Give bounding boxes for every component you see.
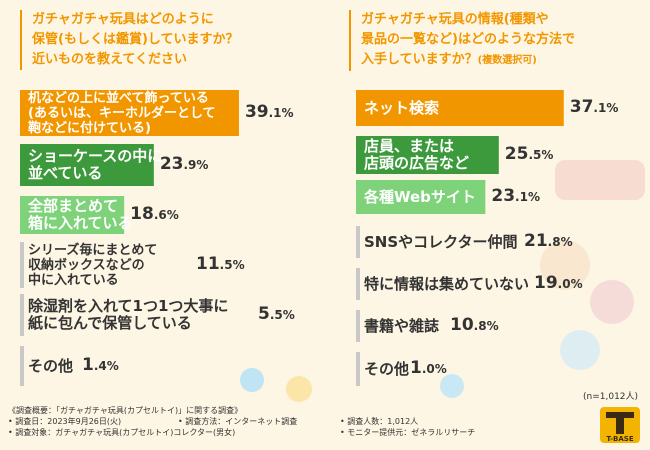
bar-label: 机などの上に並べて飾っている (あるいは、キーホルダーとして 鞄などに付けている… [28,90,216,136]
footer-method: • 調査方法：インターネット調査 [178,417,298,426]
t-base-logo: T-BASE [600,407,640,443]
bar [20,242,24,288]
bar-value-decimal: .5% [219,258,245,272]
bar-label: 全部まとめて 箱に入れている [28,197,133,232]
bar-value: 23.9% [159,154,209,174]
bar-value: 5.5% [258,304,295,324]
decor-bubble [560,330,600,370]
right-panel-title-suffix: (複数選択可) [477,55,537,66]
bar-label: ネット検索 [364,98,440,117]
bar-label: ショーケースの中に 並べている [28,147,163,182]
bar-value: 23.1% [491,186,540,206]
bar [356,226,360,258]
bar-value: 25.5% [504,144,554,164]
left-panel-title: ガチャガチャ玩具はどのように 保管(もしくは鑑賞)していますか？ 近いものを教え… [20,10,302,70]
logo-text: T-BASE [606,435,633,443]
bar-value: 1.4% [82,355,119,375]
bar-label: SNSやコレクター仲間 [364,232,518,251]
bar-label: 除湿剤を入れて1つ1つ大事に 紙に包んで保管している [28,297,229,332]
bar [20,294,24,336]
bar [356,310,360,342]
decor-bubble [440,374,464,398]
bar-value: 11.5% [196,254,245,274]
bar-value: 1.0% [410,358,447,378]
sample-size-note: (n=1,012人) [583,392,639,402]
footer-count: • 調査人数：1,012人 [340,417,419,426]
bar-value-decimal: .5% [528,148,554,162]
left-panel: ガチャガチャ玩具はどのように 保管(もしくは鑑賞)していますか？ 近いものを教え… [0,0,320,400]
decor-bubble [240,368,264,392]
bar-value-decimal: .1% [593,101,619,115]
bar-label: 店員、または 店頭の広告など [364,137,470,172]
bar-value-decimal: .8% [473,319,499,333]
bar-value-decimal: .0% [421,362,447,376]
bar-label: その他 [364,359,410,378]
bar-value-decimal: .9% [183,158,209,172]
bar-value: 39.1% [244,102,294,122]
bar-label: 各種Webサイト [364,187,476,206]
bar [356,180,486,214]
bar-label: その他 [28,356,74,375]
bar-value: 37.1% [569,97,619,117]
bar [356,90,564,126]
right-panel: ガチャガチャ玩具の情報(種類や 景品の一覧など)はどのような方法で 入手していま… [349,10,631,71]
footer-summary: 《調査概要：「ガチャガチャ玩具(カプセルトイ)」に関する調査》 [8,406,243,415]
bar [20,90,239,136]
decor-bubble [590,280,634,324]
survey-footer: 《調査概要：「ガチャガチャ玩具(カプセルトイ)」に関する調査》 • 調査日：20… [0,403,650,450]
bar-value-decimal: .8% [547,235,573,249]
bar-value: 19.0% [534,273,583,293]
bar [20,346,24,386]
bar [20,196,125,234]
bar-label: シリーズ毎にまとめて 収納ボックスなどの 中に入れている [28,242,158,288]
bar-value: 21.8% [524,231,573,251]
bar [20,144,154,186]
footer-provider: • モニター提供元：ゼネラルリサーチ [340,428,476,437]
bar-value-decimal: .6% [153,208,179,222]
bar-value-decimal: .1% [268,106,294,120]
decor-bubble [540,240,590,290]
bar-label: 特に情報は集めていない [364,274,530,293]
bar-label: 書籍や雑誌 [364,316,440,335]
bar-value: 18.6% [130,204,179,224]
footer-target: • 調査対象：ガチャガチャ玩具(カプセルトイ)コレクター(男女) [8,428,236,437]
right-panel-title: ガチャガチャ玩具の情報(種類や 景品の一覧など)はどのような方法で 入手していま… [349,10,631,71]
decor-bubble [286,376,312,402]
bar [356,352,360,386]
bar [356,136,499,174]
decor-capsule-machine-top [555,160,645,200]
footer-date: • 調査日：2023年9月26日(火) [8,417,122,426]
bar [356,268,360,300]
bar-value-decimal: .1% [515,190,540,204]
bar-value-decimal: .4% [93,359,119,373]
bar-value-decimal: .0% [557,277,583,291]
bar-value-decimal: .5% [269,308,295,322]
bar-value: 10.8% [450,315,499,335]
chart-area [20,90,564,386]
